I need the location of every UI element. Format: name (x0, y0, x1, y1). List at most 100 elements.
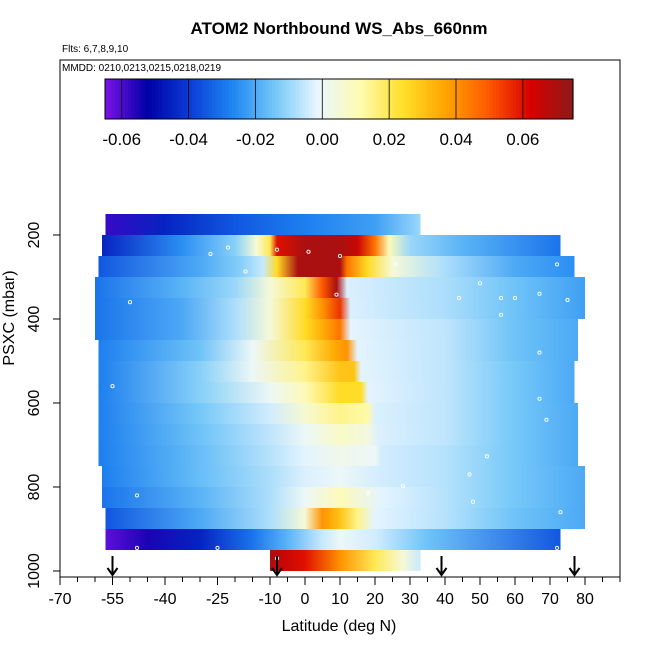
y-tick-label: 800 (26, 474, 43, 501)
colorbar-segment (201, 79, 206, 119)
colorbar-segment (248, 79, 253, 119)
data-point (512, 295, 518, 301)
colorbar-segment (155, 79, 160, 119)
colorbar-segment (506, 79, 511, 119)
colorbar-segment (402, 79, 407, 119)
colorbar-segment (228, 79, 233, 119)
colorbar-segment (352, 79, 357, 119)
colorbar-segment (141, 79, 146, 119)
colorbar-segment (195, 79, 200, 119)
heatmap-row (98, 424, 578, 445)
flight-marker-arrowhead (568, 567, 581, 577)
colorbar-segment (125, 79, 129, 119)
colorbar-segment (128, 79, 133, 119)
y-tick-label: 600 (26, 390, 43, 417)
x-tick-label: 30 (401, 591, 419, 608)
colorbar-segment (342, 79, 347, 119)
colorbar-segment (405, 79, 410, 119)
x-tick-label: 0 (301, 591, 310, 608)
colorbar-segment (205, 79, 210, 119)
data-point (537, 291, 542, 296)
x-tick-label: -40 (153, 591, 176, 608)
colorbar-segment (208, 79, 213, 119)
colorbar-segment (489, 79, 494, 119)
colorbar-segment (225, 79, 230, 119)
colorbar-segment (445, 79, 450, 119)
colorbar-segment (449, 79, 454, 119)
colorbar-segment (158, 79, 163, 119)
colorbar-segment (115, 79, 119, 119)
data-point (470, 499, 476, 504)
colorbar-tick-label: -0.06 (102, 130, 141, 149)
colorbar-segment (258, 79, 263, 119)
data-points-layer (92, 245, 570, 561)
colorbar-segment (328, 79, 333, 119)
data-point (544, 417, 549, 422)
colorbar-segment (151, 79, 156, 119)
colorbar-segment (191, 79, 196, 119)
colorbar-segment (171, 79, 176, 119)
colorbar-segment (469, 79, 474, 119)
colorbar-segment (549, 79, 554, 119)
colorbar-segment (435, 79, 440, 119)
x-tick-label: 70 (541, 591, 559, 608)
x-tick-label: -55 (101, 591, 124, 608)
colorbar-segment (255, 79, 260, 119)
data-point (306, 249, 311, 254)
data-point (134, 545, 140, 550)
data-point (537, 350, 542, 355)
colorbar-segment (492, 79, 497, 119)
colorbar-segment (272, 79, 277, 119)
colorbar-segment (382, 79, 387, 119)
colorbar-segment (389, 79, 394, 119)
colorbar-segment (456, 79, 460, 119)
x-tick-label: -10 (258, 591, 281, 608)
colorbar-segment (282, 79, 287, 119)
colorbar-segment (118, 79, 123, 119)
colorbar-segment (298, 79, 303, 119)
heatmap-row (105, 214, 421, 235)
y-tick-label: 1000 (26, 553, 43, 589)
x-tick-label: -25 (206, 591, 229, 608)
colorbar-segment (168, 79, 173, 119)
colorbar-segment (462, 79, 467, 119)
colorbar-segment (375, 79, 380, 119)
data-point (110, 384, 115, 389)
colorbar-segment (526, 79, 531, 119)
colorbar-segment (198, 79, 203, 119)
data-point (334, 292, 339, 297)
colorbar-segment (429, 79, 434, 119)
data-point (467, 472, 472, 477)
colorbar-tick-label: -0.02 (236, 130, 275, 149)
colorbar-segment (222, 79, 226, 119)
colorbar-frame (104, 78, 574, 120)
heatmap-row (270, 550, 421, 571)
colorbar-segment (268, 79, 273, 119)
x-tick-label: -70 (48, 591, 71, 608)
colorbar-segment (546, 79, 551, 119)
data-point (400, 484, 406, 489)
colorbar-segment (439, 79, 444, 119)
data-point (127, 300, 133, 305)
colorbar-segment (432, 79, 437, 119)
x-tick-label: 60 (506, 591, 524, 608)
colorbar-tick-label: 0.04 (439, 130, 472, 149)
colorbar-segment (165, 79, 170, 119)
colorbar-segment (161, 79, 166, 119)
chart-title: ATOM2 Northbound WS_Abs_660nm (191, 19, 488, 38)
colorbar-segment (566, 79, 571, 119)
colorbar-segment (238, 79, 243, 119)
colorbar: -0.06 -0.04 -0.02 0.00 0.02 0.04 0.06 (102, 78, 574, 149)
colorbar-segment (245, 79, 250, 119)
data-point (456, 295, 462, 301)
colorbar-segment (145, 79, 150, 119)
colorbar-segment (499, 79, 504, 119)
colorbar-segment (339, 79, 343, 119)
x-axis-label: Latitude (deg N) (282, 618, 397, 635)
heatmap-row (95, 298, 585, 319)
colorbar-segment (482, 79, 487, 119)
heatmap-row (98, 340, 578, 361)
colorbar-segment (325, 79, 330, 119)
colorbar-segment (242, 79, 246, 119)
colorbar-segment (265, 79, 270, 119)
